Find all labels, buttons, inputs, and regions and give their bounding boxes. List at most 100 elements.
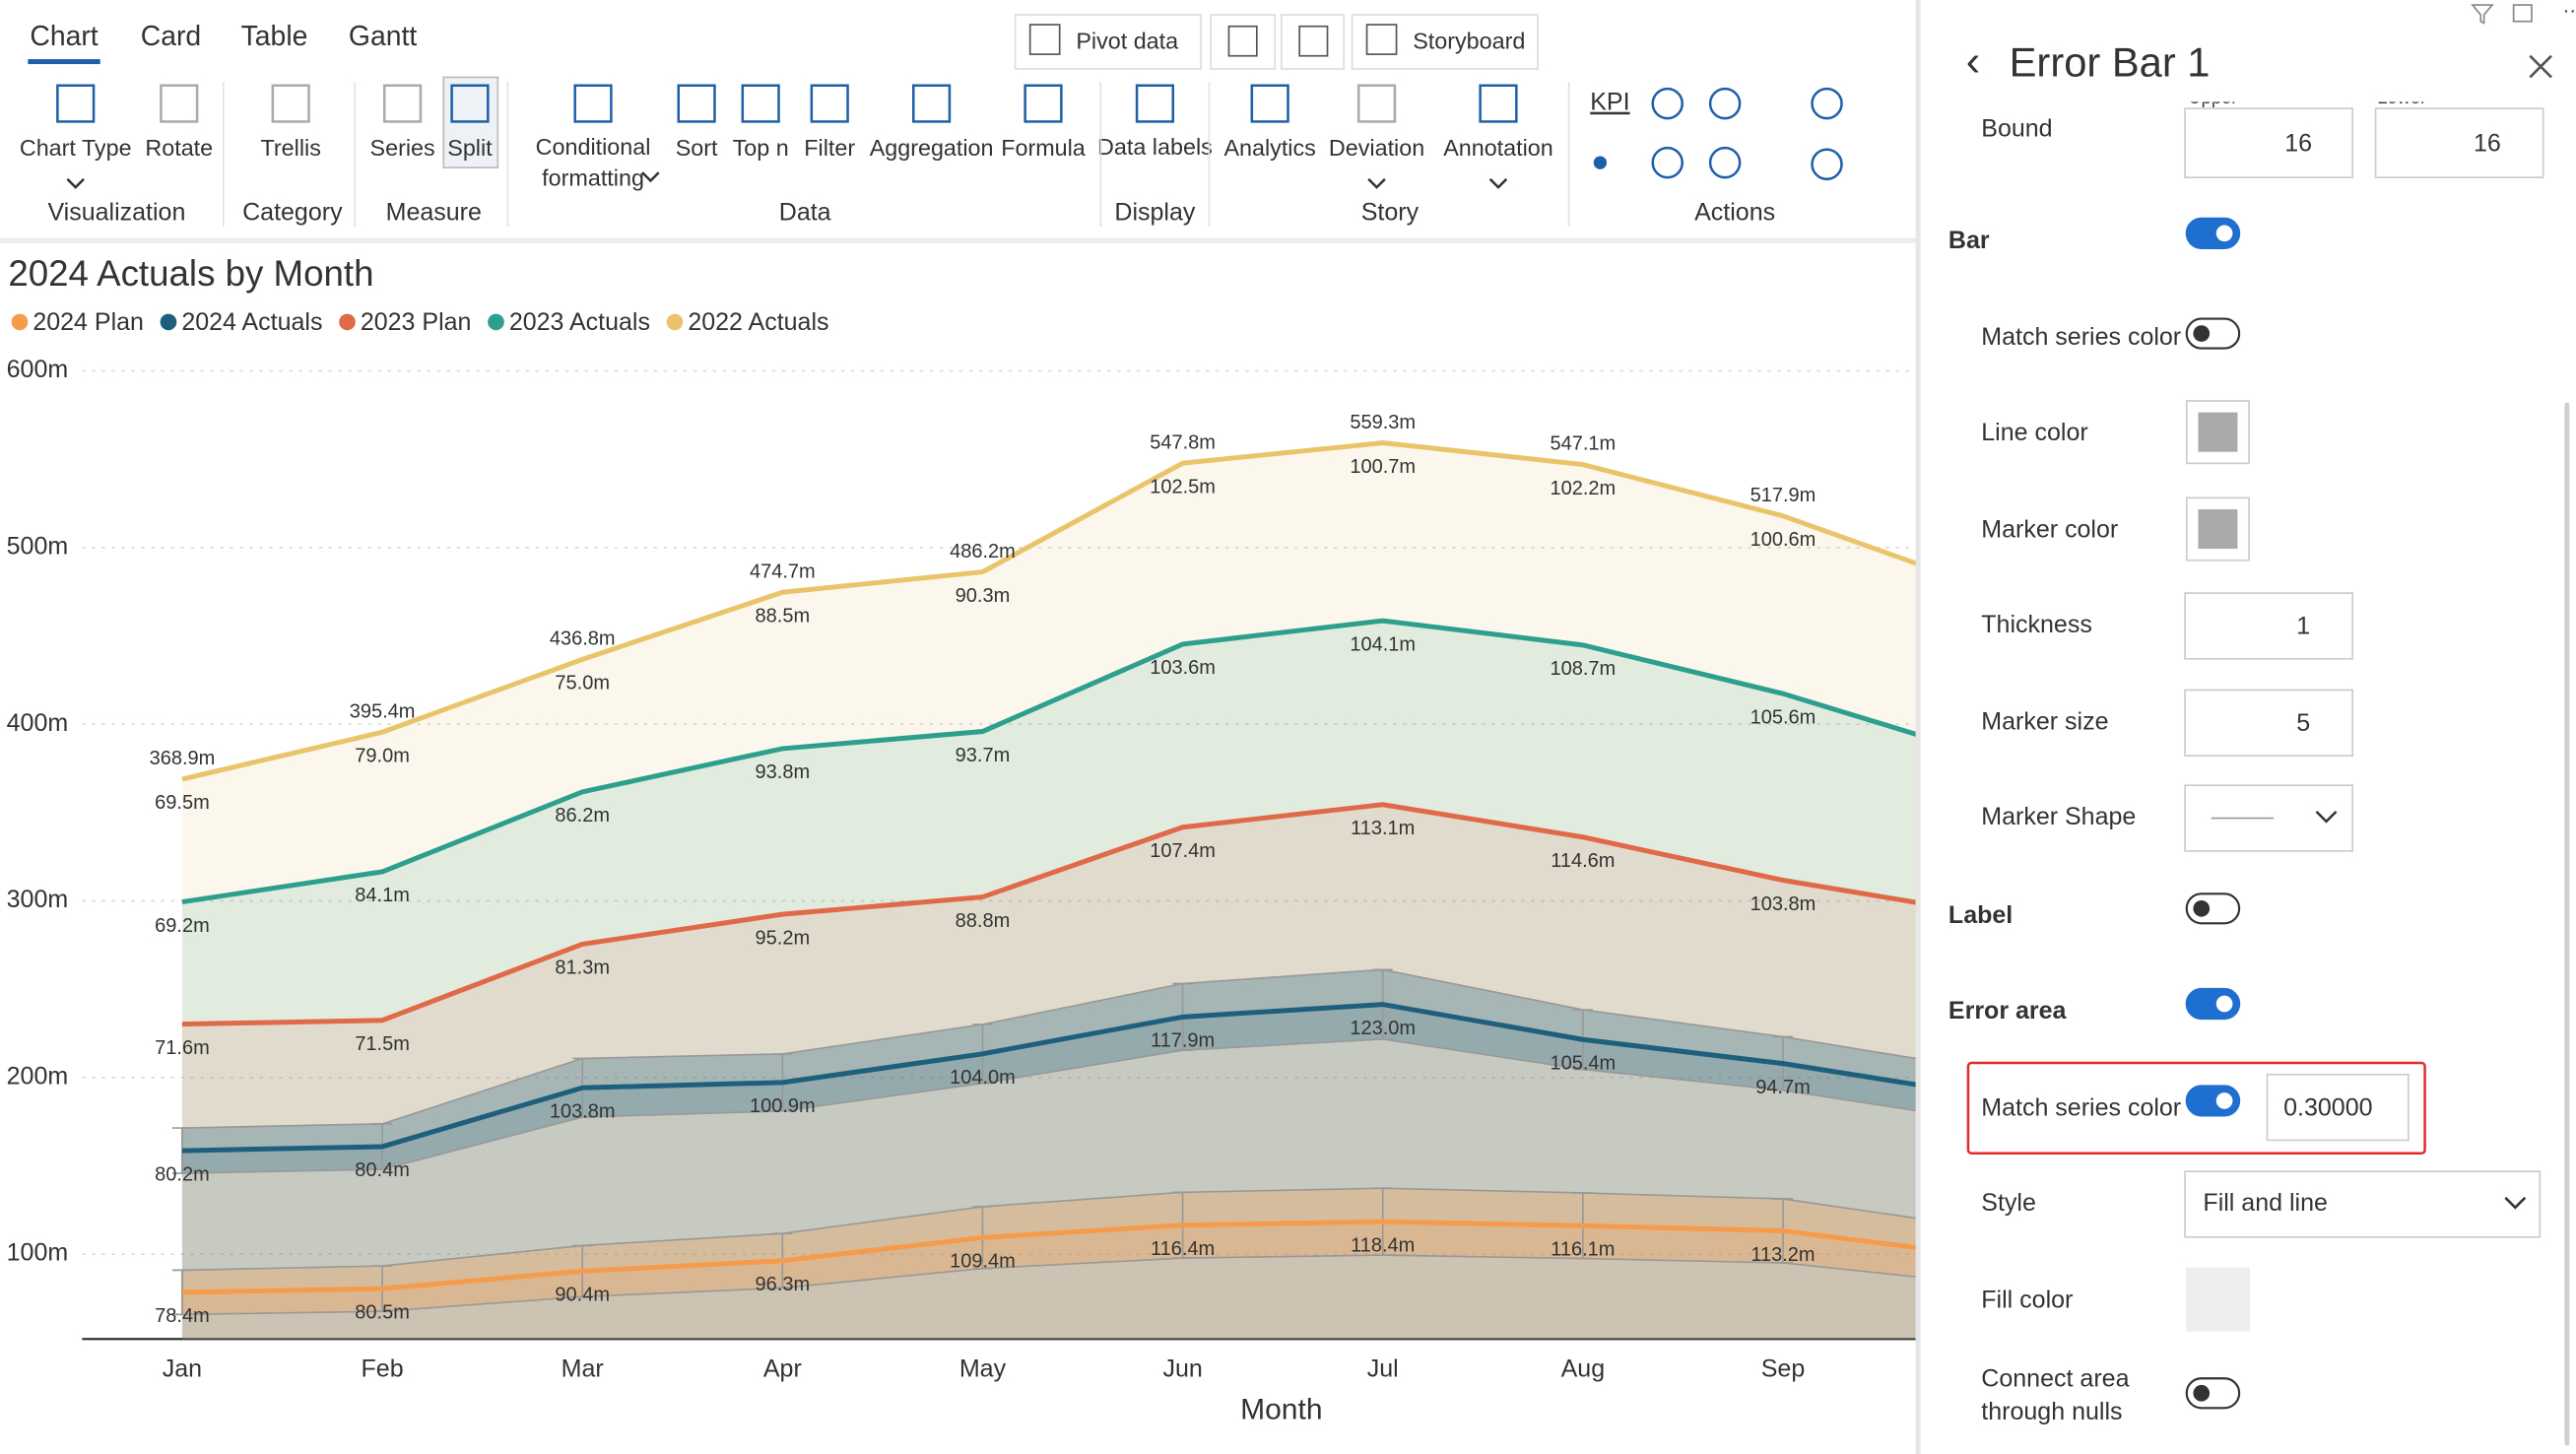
more-icon[interactable]: ···	[2563, 0, 2576, 22]
ribbon-button[interactable]: Sort	[676, 135, 718, 161]
button-icon	[1135, 84, 1175, 123]
panel-title: Error Bar 1	[2010, 39, 2211, 86]
ribbon-button[interactable]: Rotate	[145, 135, 213, 161]
action-icon[interactable]	[1593, 156, 1608, 169]
field-label: Thickness	[1981, 611, 2092, 638]
area	[181, 442, 1916, 1340]
input[interactable]	[2374, 107, 2544, 178]
field-label: Line color	[1981, 419, 2087, 446]
action-icon[interactable]	[1651, 87, 1684, 120]
input[interactable]	[2184, 592, 2354, 660]
ribbon-button[interactable]: Aggregation	[870, 135, 994, 161]
section-label: Error area	[1949, 997, 2068, 1024]
data-label: 93.7m	[956, 745, 1011, 766]
toolbar-button[interactable]	[1280, 14, 1346, 70]
data-label: 71.6m	[155, 1037, 210, 1059]
expand-icon[interactable]	[2512, 4, 2533, 23]
ribbon-shadow	[0, 237, 1916, 243]
legend-label[interactable]: 2023 Plan	[361, 308, 472, 336]
scrollbar[interactable]	[2564, 402, 2570, 1446]
y-tick-label: 200m	[7, 1062, 69, 1090]
legend-marker[interactable]	[160, 313, 177, 331]
close-button[interactable]	[2529, 54, 2552, 79]
ribbon-button[interactable]: Data labels	[1096, 133, 1213, 160]
chevron	[2504, 1196, 2527, 1210]
ribbon-button[interactable]: Trellis	[261, 135, 321, 161]
ribbon-button[interactable]: Series	[370, 135, 435, 161]
x-tick-label: Mar	[561, 1355, 604, 1383]
ribbon-button-box[interactable]: Data labels	[1081, 131, 1228, 197]
data-label: 113.2m	[1750, 1244, 1815, 1266]
group-label: Visualization	[47, 198, 185, 226]
toggle-knob	[2193, 899, 2211, 917]
data-label: 104.0m	[950, 1067, 1016, 1089]
filter-icon[interactable]	[2471, 4, 2494, 25]
ribbon-button[interactable]: Split	[447, 135, 493, 161]
toolbar-button[interactable]	[1210, 14, 1276, 70]
toolbar-button[interactable]	[1014, 14, 1202, 70]
legend-marker[interactable]	[488, 313, 504, 331]
tab[interactable]: Chart	[30, 21, 98, 52]
legend-label[interactable]: 2024 Plan	[33, 308, 144, 336]
input[interactable]	[2184, 107, 2354, 178]
ribbon-button[interactable]: KPI	[1590, 89, 1629, 116]
legend-label[interactable]: 2023 Actuals	[509, 308, 650, 336]
ribbon-button[interactable]: Annotation	[1443, 135, 1553, 161]
ribbon-button[interactable]: Conditional formatting	[535, 133, 651, 191]
field-label: Bound	[1981, 114, 2052, 142]
swatch	[2198, 412, 2238, 452]
tab[interactable]: Table	[241, 21, 308, 52]
swatch[interactable]	[2185, 1267, 2250, 1332]
data-label: 80.5m	[355, 1301, 410, 1323]
legend-label[interactable]: 2022 Actuals	[688, 308, 828, 336]
action-icon[interactable]	[1708, 146, 1742, 179]
data-label: 113.1m	[1351, 818, 1415, 839]
ribbon-button-box[interactable]: Conditional formatting	[519, 131, 667, 197]
input-value: 1	[2296, 613, 2310, 640]
ribbon	[0, 0, 1916, 238]
action-icon[interactable]	[1651, 146, 1684, 179]
ribbon-button[interactable]: Analytics	[1223, 135, 1315, 161]
data-label: 80.2m	[155, 1163, 210, 1185]
data-label: 102.5m	[1150, 476, 1216, 497]
section-label: Bar	[1949, 227, 1990, 254]
data-label: 116.4m	[1151, 1238, 1215, 1260]
toggle-knob	[2215, 995, 2233, 1013]
data-label: 88.5m	[756, 606, 811, 628]
data-label: 80.4m	[355, 1159, 410, 1181]
total-label: 486.2m	[950, 541, 1016, 562]
input[interactable]	[2266, 1073, 2410, 1142]
ribbon-button[interactable]: Deviation	[1329, 135, 1424, 161]
ribbon-button[interactable]: Chart Type	[20, 135, 132, 161]
data-label: 79.0m	[355, 746, 410, 767]
dropdown[interactable]	[2184, 1170, 2542, 1238]
toggle-knob	[2193, 1384, 2211, 1402]
ribbon-button[interactable]: Filter	[804, 135, 855, 161]
data-label: 95.2m	[756, 927, 811, 949]
legend-label[interactable]: 2024 Actuals	[181, 308, 322, 336]
ribbon-button[interactable]: Top n	[733, 135, 789, 161]
tab[interactable]: Card	[141, 21, 201, 52]
x-tick-label: Jan	[163, 1355, 202, 1383]
ribbon-button[interactable]: Formula	[1001, 135, 1086, 161]
total-label: 547.1m	[1550, 433, 1616, 455]
data-label: 78.4m	[155, 1305, 210, 1327]
group-label: Story	[1361, 198, 1420, 226]
data-label: 100.9m	[750, 1095, 816, 1117]
data-label: 102.2m	[1550, 478, 1616, 499]
x-tick-label: May	[959, 1355, 1007, 1383]
action-icon[interactable]	[1811, 148, 1843, 181]
data-label: 90.3m	[956, 585, 1011, 607]
back-button[interactable]: ‹	[1966, 38, 1980, 86]
action-icon[interactable]	[1811, 87, 1843, 120]
legend-marker[interactable]	[339, 313, 356, 331]
chevron	[66, 177, 85, 189]
action-icon[interactable]	[1708, 87, 1742, 120]
x-tick-label: Jun	[1162, 1355, 1202, 1383]
tab[interactable]: Gantt	[349, 21, 417, 52]
legend-marker[interactable]	[11, 313, 29, 331]
data-label: 81.3m	[555, 958, 610, 979]
swatch	[2198, 509, 2238, 550]
legend-marker[interactable]	[666, 313, 684, 331]
input[interactable]	[2184, 689, 2354, 758]
